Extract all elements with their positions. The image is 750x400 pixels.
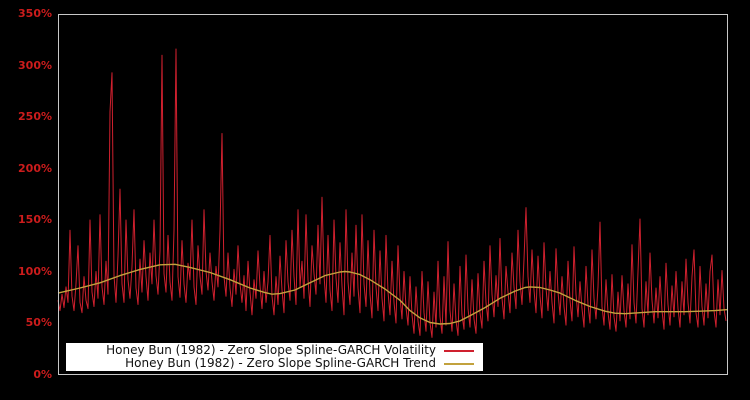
- y-tick-label: 50%: [25, 316, 52, 329]
- legend: Honey Bun (1982) - Zero Slope Spline-GAR…: [66, 343, 483, 371]
- legend-label: Honey Bun (1982) - Zero Slope Spline-GAR…: [106, 343, 436, 357]
- volatility-series-line: [57, 48, 727, 338]
- y-tick-label: 100%: [18, 264, 52, 278]
- legend-item: Honey Bun (1982) - Zero Slope Spline-GAR…: [66, 344, 483, 357]
- plot-frame: [58, 14, 728, 375]
- y-tick-label: 200%: [18, 161, 52, 175]
- legend-label: Honey Bun (1982) - Zero Slope Spline-GAR…: [125, 356, 436, 370]
- legend-item: Honey Bun (1982) - Zero Slope Spline-GAR…: [66, 357, 483, 370]
- y-tick-label: 150%: [18, 213, 52, 226]
- y-tick-label: 0%: [33, 367, 52, 381]
- y-tick-label: 300%: [18, 58, 52, 72]
- legend-line-sample-trend: [444, 362, 474, 365]
- y-tick-label: 350%: [18, 7, 52, 20]
- legend-line-sample-volatility: [444, 349, 474, 352]
- y-tick-label: 250%: [18, 110, 52, 123]
- trend-series-line: [57, 263, 729, 325]
